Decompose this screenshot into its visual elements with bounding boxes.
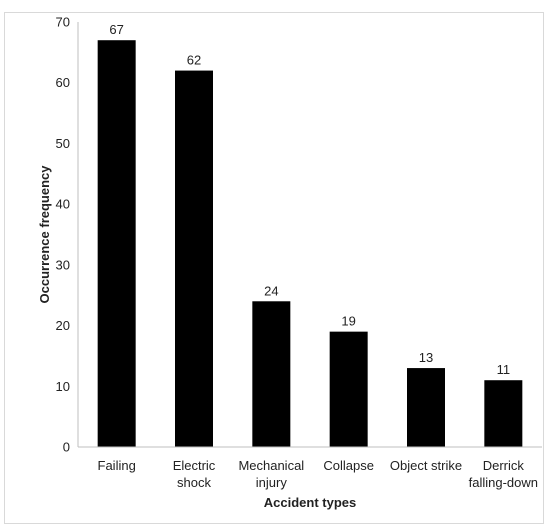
x-category-label: Object strike [390, 458, 462, 473]
y-tick-label: 50 [56, 136, 70, 151]
x-category-label: Derrick falling-down [469, 458, 538, 490]
x-axis-title: Accident types [264, 495, 356, 510]
data-label: 11 [497, 362, 511, 377]
y-tick-label: 40 [56, 197, 70, 212]
data-label: 24 [264, 283, 278, 298]
bar [484, 380, 523, 447]
y-tick-label: 20 [56, 318, 70, 333]
y-tick-label: 10 [56, 379, 70, 394]
bar [407, 368, 445, 447]
x-category-label: Failing [98, 458, 136, 473]
data-label: 67 [109, 22, 123, 37]
chart-frame [4, 12, 544, 524]
y-tick-label: 30 [56, 257, 70, 272]
y-tick-label: 60 [56, 75, 70, 90]
x-category-label: Mechanical injury [238, 458, 304, 490]
y-axis-ticks: 0 10 20 30 40 50 60 70 [56, 15, 70, 455]
x-category-label: Collapse [323, 458, 374, 473]
y-axis-title: Occurrence frequency [37, 165, 52, 304]
bar [175, 70, 213, 448]
x-axis-categories: Failing Electric shock Mechanical injury Coll… [98, 458, 539, 490]
data-label: 62 [187, 53, 201, 68]
bar [329, 331, 368, 447]
data-labels: 67 62 24 19 13 11 [109, 22, 510, 377]
data-label: 13 [419, 350, 433, 365]
data-label: 19 [341, 314, 355, 329]
bar-series [97, 40, 523, 448]
y-tick-label: 70 [56, 15, 70, 30]
x-category-label: Electric shock [173, 458, 216, 490]
bar [97, 40, 136, 447]
y-tick-label: 0 [63, 440, 70, 455]
bar [252, 301, 291, 447]
